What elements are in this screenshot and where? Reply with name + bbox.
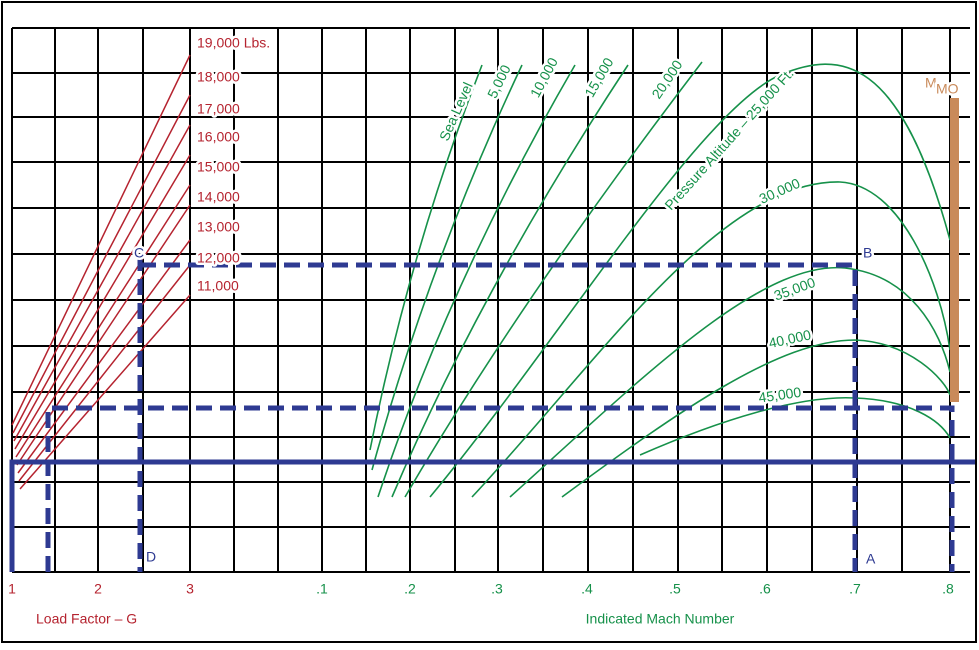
x-tick-label: .4 (581, 581, 593, 597)
weight-line (19, 294, 191, 490)
axis-title: Load Factor – G (36, 611, 137, 627)
dashed-path (140, 262, 858, 572)
weight-label: 11,000 (197, 278, 239, 294)
weight-label: 12,000 (197, 250, 240, 266)
point-label: B (863, 245, 872, 261)
point-label: D (146, 549, 156, 565)
point-label: C (134, 245, 144, 261)
weight-line (14, 154, 191, 450)
curve (561, 339, 951, 498)
weight-label: 16,000 (197, 129, 240, 145)
weight-line (13, 124, 191, 442)
curve (429, 63, 951, 498)
x-tick-label: .5 (669, 581, 681, 597)
mmo-label: MO (936, 81, 959, 97)
mmo-label: M (925, 75, 937, 91)
curve (639, 396, 951, 456)
curve (404, 61, 703, 498)
x-tick-label: .1 (316, 581, 328, 597)
weight-label: 19,000 Lbs. (197, 35, 270, 51)
weight-label: 18,000 (197, 69, 240, 85)
weight-label: 13,000 (197, 219, 240, 235)
x-tick-label: 3 (186, 581, 194, 597)
x-tick-label: .2 (404, 581, 416, 597)
x-tick-label: .8 (942, 581, 954, 597)
weight-label: 17,000 (197, 101, 240, 117)
dashed-path (45, 405, 955, 572)
x-tick-label: .3 (491, 581, 503, 597)
weight-line (15, 184, 191, 458)
weight-line (11, 54, 191, 426)
weight-label: 15,000 (197, 159, 240, 175)
mmo-bar (950, 98, 959, 402)
weight-line (12, 94, 191, 434)
curve (377, 64, 576, 498)
curve (471, 181, 951, 498)
axis-title: Indicated Mach Number (586, 611, 735, 627)
solid-path (9, 459, 975, 572)
weight-label: 14,000 (197, 189, 240, 205)
x-tick-label: .6 (759, 581, 771, 597)
point-label: A (866, 551, 876, 567)
curve (369, 64, 483, 451)
x-tick-label: 2 (94, 581, 102, 597)
example-paths (9, 255, 975, 572)
curve (391, 64, 629, 498)
x-tick-label: .7 (849, 581, 861, 597)
weight-line (17, 239, 191, 474)
x-tick-label: 1 (8, 581, 16, 597)
